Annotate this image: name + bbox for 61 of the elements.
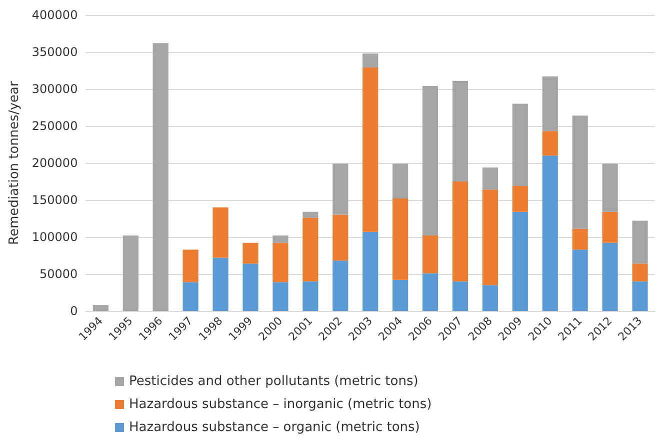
bar [422, 273, 438, 311]
bar [242, 242, 258, 264]
bar [542, 156, 558, 311]
bar [542, 131, 558, 156]
bar [242, 264, 258, 311]
bar [182, 250, 198, 282]
bar [422, 86, 438, 236]
bar [632, 220, 648, 264]
y-tick-label: 250000 [32, 119, 78, 133]
legend-label: Hazardous substance – inorganic (metric tons) [129, 397, 432, 412]
bar [452, 80, 468, 182]
bar [272, 236, 288, 243]
bar [212, 258, 228, 311]
bar [212, 207, 228, 258]
y-tick-label: 50000 [40, 267, 78, 281]
bar [602, 164, 618, 212]
bar [572, 250, 588, 311]
legend-label: Pesticides and other pollutants (metric tons) [129, 374, 418, 389]
bar [392, 164, 408, 199]
bar [392, 198, 408, 280]
y-tick-label: 350000 [32, 45, 78, 59]
bar [512, 212, 528, 311]
bar [632, 264, 648, 282]
bar [632, 281, 648, 311]
bar [572, 228, 588, 250]
legend-label: Hazardous substance – organic (metric tons) [129, 420, 420, 435]
bar [572, 116, 588, 229]
bar [392, 280, 408, 311]
bar [422, 236, 438, 274]
bar [482, 190, 498, 286]
bar [302, 218, 318, 282]
bar [602, 242, 618, 311]
bar [602, 212, 618, 243]
bar [362, 68, 378, 232]
y-tick-label: 100000 [32, 230, 78, 244]
y-tick-label: 0 [70, 304, 78, 318]
bar [482, 285, 498, 311]
bar [272, 242, 288, 282]
bar [452, 281, 468, 311]
bar [152, 43, 168, 311]
bar [332, 214, 348, 261]
bar [272, 282, 288, 311]
bar [452, 182, 468, 282]
bar [332, 260, 348, 311]
y-axis-title: Remediation tonnes/year [7, 80, 22, 245]
y-tick-label: 150000 [32, 193, 78, 207]
bar [302, 212, 318, 218]
bar [482, 167, 498, 190]
bar [92, 305, 108, 311]
bar [512, 186, 528, 212]
bar [332, 164, 348, 215]
bar [182, 282, 198, 311]
bar [302, 281, 318, 311]
bar [542, 76, 558, 132]
y-tick-label: 200000 [32, 156, 78, 170]
bar [512, 104, 528, 186]
bar [362, 53, 378, 68]
bar [362, 232, 378, 311]
bar [122, 236, 138, 311]
y-tick-label: 300000 [32, 82, 78, 96]
y-tick-label: 400000 [32, 8, 78, 22]
